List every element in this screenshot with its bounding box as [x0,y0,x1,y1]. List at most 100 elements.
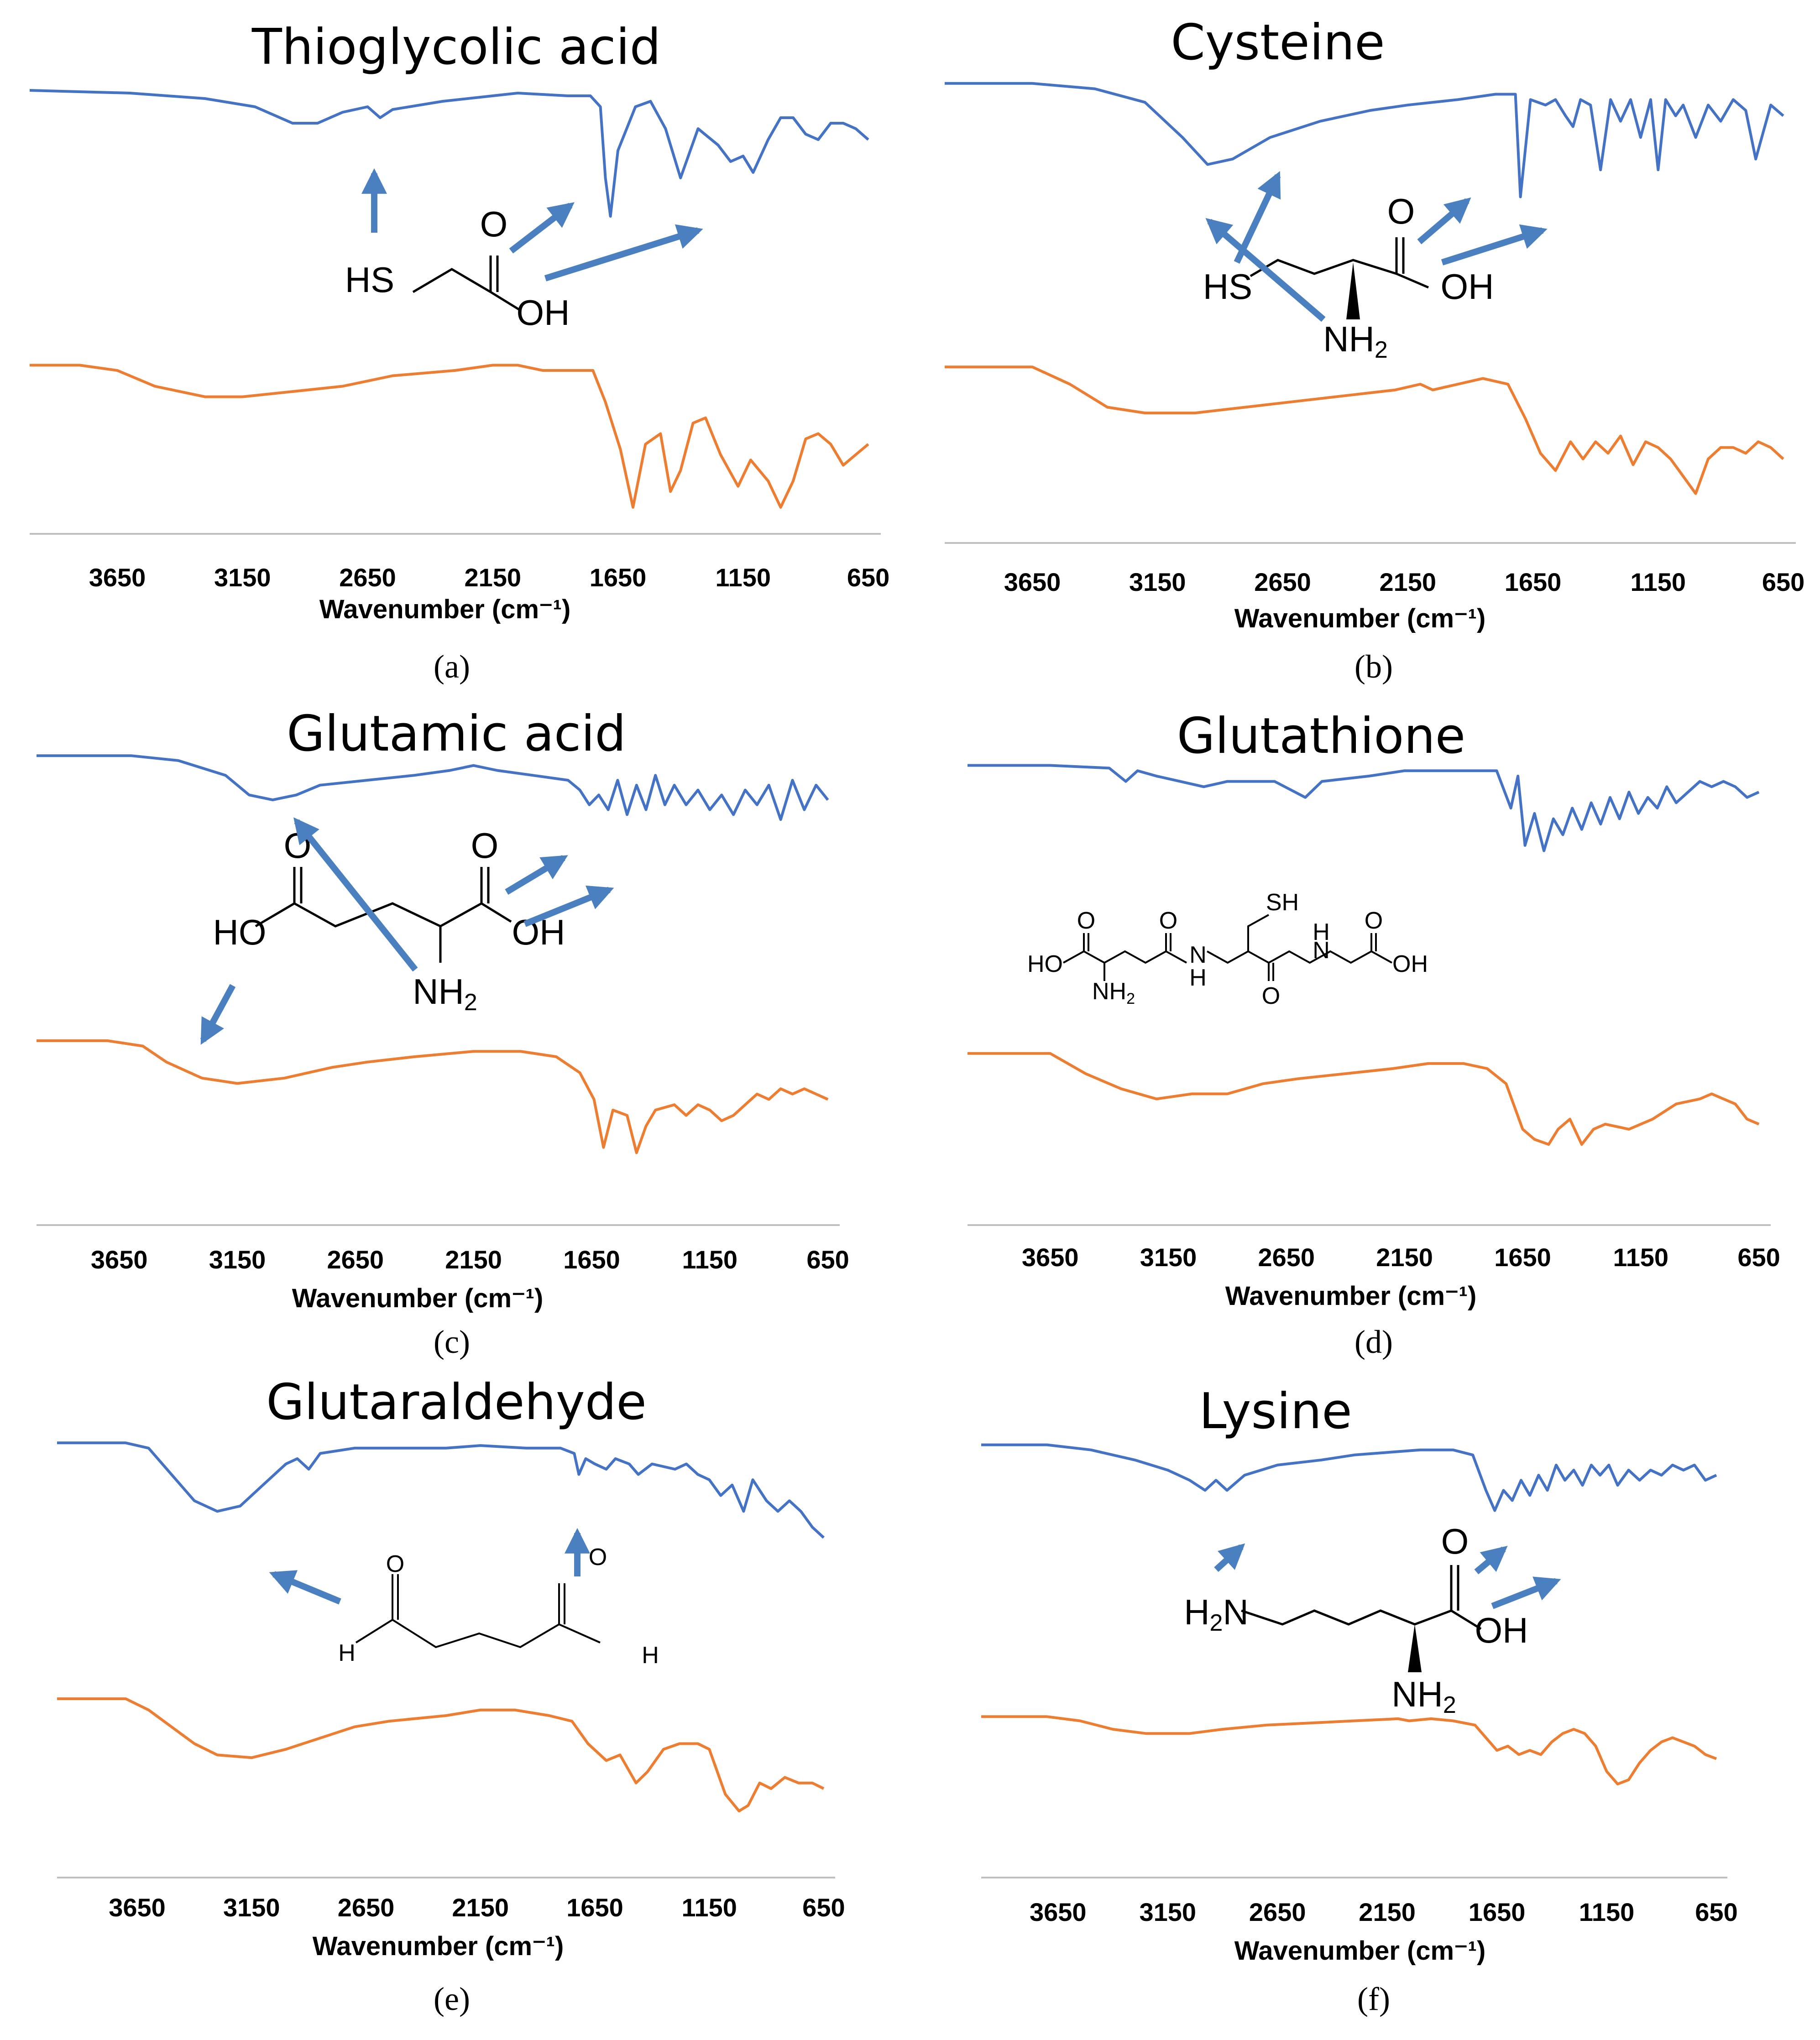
x-tick-label: 2150 [452,1893,509,1922]
x-tick-label: 650 [1762,568,1804,596]
molecule-labels: H O O H [338,1544,659,1669]
series-line-blue [981,1443,1717,1512]
series-line-orange [945,365,1784,495]
svg-text:O: O [386,1551,404,1577]
svg-text:O: O [480,204,508,244]
panel-title: Cysteine [1171,14,1385,71]
svg-text:NH2: NH2 [1323,319,1388,363]
x-tick-label: 3650 [1004,568,1061,596]
panel-caption: (e) [434,1981,470,2017]
series-line-orange [981,1715,1717,1785]
panel-caption: (b) [1355,648,1393,685]
x-ticks: 3650 3150 2650 2150 1650 1150 650 [1022,1243,1780,1272]
molecule-structure [255,867,512,963]
panel-caption: (a) [434,648,470,685]
x-tick-label: 1650 [1494,1243,1551,1272]
x-tick-label: 2650 [1258,1243,1315,1272]
svg-text:H: H [1189,965,1207,991]
series-line-orange [37,1039,829,1154]
x-tick-label: 3150 [214,563,271,592]
x-tick-label: 1150 [716,563,771,592]
svg-text:OH: OH [517,292,570,333]
x-tick-label: 3650 [89,563,146,592]
x-tick-label: 2650 [338,1893,395,1922]
x-ticks: 3650 3150 2650 2150 1650 1150 650 [91,1245,849,1274]
x-tick-label: 3150 [1140,1898,1197,1926]
x-ticks: 3650 3150 2650 2150 1650 1150 650 [1030,1898,1738,1926]
x-tick-label: 3650 [1030,1898,1087,1926]
x-tick-label: 3150 [1140,1243,1197,1272]
svg-text:NH2: NH2 [1092,978,1135,1007]
svg-text:NH2: NH2 [1391,1674,1456,1718]
annotation-arrows [200,817,614,1045]
x-tick-label: 1650 [1469,1898,1526,1926]
svg-text:OH: OH [1441,266,1494,307]
wedge-bond [1408,1624,1422,1672]
annotation-arrows [269,1528,590,1605]
x-tick-label: 650 [802,1893,845,1922]
x-tick-label: 2150 [465,563,522,592]
molecule-structure [1250,237,1429,289]
molecule-structure [355,1574,601,1649]
x-tick-label: 1150 [681,1893,737,1922]
panel-caption: (c) [434,1324,470,1360]
svg-text:HS: HS [345,260,394,300]
x-tick-label: 1150 [1579,1898,1635,1926]
x-axis-label: Wavenumber (cm⁻¹) [1234,604,1486,633]
x-tick-label: 650 [1695,1898,1737,1926]
x-axis-label: Wavenumber (cm⁻¹) [1225,1281,1477,1311]
x-tick-label: 650 [806,1245,849,1274]
x-axis-label: Wavenumber (cm⁻¹) [313,1931,564,1961]
svg-text:N: N [1189,942,1207,968]
svg-text:OH: OH [1392,951,1428,977]
x-axis-label: Wavenumber (cm⁻¹) [1234,1936,1486,1966]
annotation-arrows [1205,171,1548,322]
panel-title: Glutaraldehyde [266,1374,647,1431]
x-ticks: 3650 3150 2650 2150 1650 1150 650 [89,563,890,592]
x-tick-label: 1650 [590,563,647,592]
panel-b: Cysteine 3650 3150 2650 2150 1650 1150 650 Wav… [945,14,1804,685]
svg-text:H2N: H2N [1184,1592,1249,1636]
svg-text:O: O [471,825,499,866]
x-tick-label: 3150 [223,1893,280,1922]
panel-d: Glutathione 3650 3150 2650 2150 1650 1150 650 … [968,708,1780,1360]
wedge-bond [1346,262,1360,319]
molecule-structure [412,256,521,312]
panel-title: Glutathione [1177,708,1465,765]
svg-text:O: O [589,1544,607,1570]
svg-text:O: O [1387,191,1415,231]
molecule-labels: HO O NH2 O N H SH O H N O OH [1027,889,1428,1009]
x-tick-label: 3150 [209,1245,266,1274]
x-tick-label: 2650 [1249,1898,1306,1926]
molecule-labels: HS O OH [345,204,570,333]
x-tick-label: 2150 [1380,568,1437,596]
svg-text:SH: SH [1266,889,1299,916]
svg-text:HO: HO [213,912,267,952]
x-ticks: 3650 3150 2650 2150 1650 1150 650 [109,1893,845,1922]
x-tick-label: 2150 [1376,1243,1433,1272]
x-tick-label: 1150 [682,1245,738,1274]
panel-caption: (f) [1357,1981,1390,2017]
molecule-labels: HO O O OH NH2 [213,825,565,1016]
x-tick-label: 3650 [1022,1243,1079,1272]
x-tick-label: 650 [847,563,889,592]
x-tick-label: 2650 [339,563,396,592]
series-line-blue [968,764,1760,852]
svg-text:N: N [1313,937,1330,964]
x-axis-label: Wavenumber (cm⁻¹) [292,1283,544,1313]
svg-text:O: O [1262,983,1280,1009]
series-line-orange [968,1052,1760,1146]
panel-f: Lysine 3650 3150 2650 2150 1650 1150 650 Waven… [981,1383,1738,2017]
panel-caption: (d) [1355,1324,1393,1360]
panel-title: Glutamic acid [287,705,626,762]
x-ticks: 3650 3150 2650 2150 1650 1150 650 [1004,568,1805,596]
svg-text:H: H [642,1642,659,1669]
series-line-blue [37,754,829,821]
x-tick-label: 3650 [91,1245,148,1274]
series-line-blue [57,1441,825,1539]
x-tick-label: 2150 [445,1245,502,1274]
x-tick-label: 650 [1737,1243,1780,1272]
svg-text:H: H [338,1640,356,1666]
annotation-arrows [1214,1543,1561,1609]
